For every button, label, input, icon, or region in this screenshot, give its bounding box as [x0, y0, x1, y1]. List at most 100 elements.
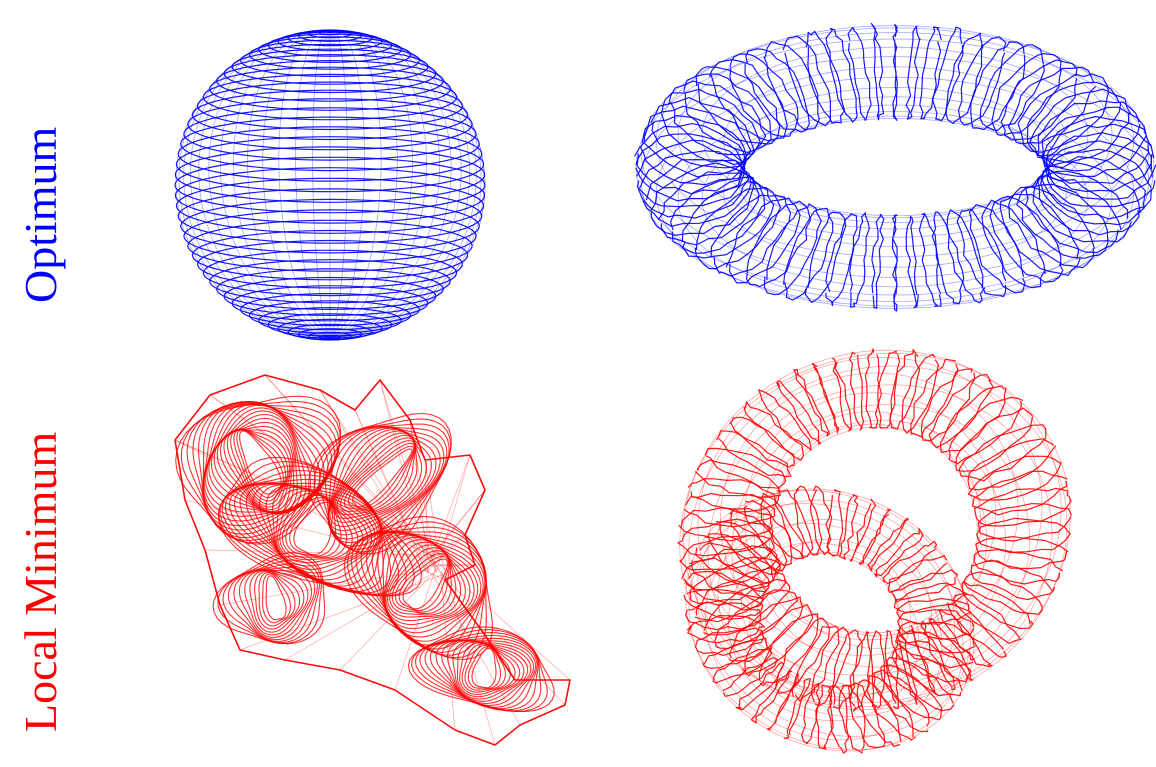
surface-crease-line — [441, 559, 496, 746]
sphere-longitude-line — [189, 31, 331, 338]
sphere-wireframe — [174, 29, 486, 341]
torus-ring-line — [1043, 115, 1151, 184]
surface-mesh-line — [347, 445, 415, 509]
surface-crease-line — [209, 394, 439, 560]
outer-torus-ring-line — [955, 407, 1034, 472]
sphere-latitude-line — [174, 146, 486, 203]
torus-ring-line — [918, 212, 942, 307]
surface-mesh-line — [452, 640, 525, 700]
outer-torus-ring-line — [810, 626, 851, 707]
inner-torus-ring-line — [893, 582, 967, 613]
inner-torus-ring-line — [897, 609, 975, 640]
inner-torus-ring-line — [825, 489, 844, 557]
surface-crease-line — [264, 374, 433, 564]
surface-mesh-line — [217, 555, 322, 644]
outer-torus-ring-line — [743, 401, 805, 461]
sphere-longitude-line — [220, 30, 331, 338]
outer-torus-tube-line — [744, 392, 997, 641]
surface-mesh-line — [402, 558, 449, 610]
surface-crease-line — [426, 454, 471, 572]
torus-ring-line — [695, 66, 781, 145]
torus-ring-line — [763, 40, 820, 131]
torus-ring-line — [681, 180, 775, 259]
sphere-latitude-line — [175, 136, 485, 193]
sphere-longitude-line — [329, 29, 382, 338]
outer-torus-ring-line — [976, 517, 1071, 553]
sphere-longitude-line — [178, 32, 331, 338]
inner-torus-ring-line — [729, 508, 788, 572]
torus-ring-line — [1016, 183, 1109, 259]
outer-torus-ring-line — [958, 424, 1047, 482]
surface-mesh-line — [429, 639, 537, 708]
surface-mesh-line — [265, 575, 287, 621]
outer-torus-ring-line — [973, 487, 1072, 527]
sphere-longitude-line — [312, 29, 331, 338]
torus-ring-line — [1037, 100, 1141, 172]
outer-torus-ring-line — [689, 556, 782, 605]
surface-mesh-line — [333, 434, 418, 519]
sphere-latitude-line — [180, 116, 480, 172]
surface-mesh-line — [238, 569, 313, 639]
outer-torus-ring-line — [901, 353, 939, 434]
surface-crease-line — [354, 409, 427, 573]
surface-mesh-line — [206, 407, 312, 514]
torus-tube-line — [640, 27, 1150, 278]
outer-torus-ring-line — [920, 620, 956, 690]
torus-ring-line — [635, 133, 746, 202]
surface-mesh-line — [328, 428, 432, 532]
surface-outline — [174, 374, 571, 746]
sphere-latitude-line — [174, 156, 486, 214]
torus-tube-line — [655, 76, 1135, 309]
surface-crease-line — [339, 565, 442, 671]
inner-torus-ring-line — [858, 508, 892, 566]
inner-torus-ring-line — [686, 615, 766, 644]
sphere-longitude-line — [329, 32, 485, 338]
torus-ring-line — [989, 195, 1064, 283]
surface-mesh-line — [343, 442, 416, 511]
sphere-latitude-line — [202, 73, 458, 121]
inner-torus-ring-line — [695, 542, 770, 593]
sphere-longitude-line — [329, 31, 452, 338]
surface-crease-line — [424, 459, 439, 556]
torus-tube-line — [640, 56, 1150, 307]
surface-mesh-line — [327, 427, 437, 536]
outer-torus-ring-line — [910, 624, 939, 696]
surface-mesh-line — [265, 485, 373, 574]
inner-torus-ring-line — [896, 597, 972, 625]
sphere-latitude-line — [248, 39, 412, 70]
inner-torus-ring-line — [694, 627, 765, 656]
inner-torus-ring-line — [683, 589, 764, 620]
torus-ring-line — [968, 204, 1026, 294]
sphere-longitude-line — [183, 31, 331, 338]
inner-torus-ring-line — [847, 682, 886, 749]
inner-torus-ring-line — [856, 679, 902, 748]
inner-torus-ring-line — [712, 647, 773, 684]
sphere-latitude-line — [239, 293, 420, 327]
row-label-local-minimum: Local Minimum — [15, 431, 66, 732]
surface-mesh-line — [217, 456, 422, 597]
inner-torus-ring-line — [774, 489, 814, 559]
surface-mesh-line — [275, 488, 364, 567]
surface-mesh-line — [467, 646, 502, 689]
surface-crease-line — [379, 379, 437, 573]
sphere-longitude-line — [262, 30, 331, 338]
inner-torus-ring-line — [899, 620, 976, 654]
inner-torus-ring-line — [793, 485, 823, 556]
sphere-longitude-line — [329, 30, 398, 338]
torus-tube-line — [677, 96, 1113, 302]
surface-mesh-line — [419, 634, 539, 711]
surface-mesh-line — [459, 642, 516, 695]
sphere-longitude-line — [329, 29, 365, 338]
sphere-latitude-line — [177, 126, 483, 182]
sphere-longitude-line — [329, 31, 462, 338]
torus-ring-line — [804, 211, 847, 303]
torus-ring-line — [991, 52, 1063, 137]
torus-ring-line — [1045, 123, 1155, 193]
surface-crease-line — [379, 379, 430, 574]
outer-torus-ring-line — [973, 549, 1064, 585]
torus-ring-line — [650, 96, 755, 169]
torus-ring-line — [905, 25, 921, 120]
sphere-latitude-line — [248, 300, 412, 331]
surface-mesh-line — [281, 494, 348, 559]
surface-crease-line — [433, 562, 486, 636]
